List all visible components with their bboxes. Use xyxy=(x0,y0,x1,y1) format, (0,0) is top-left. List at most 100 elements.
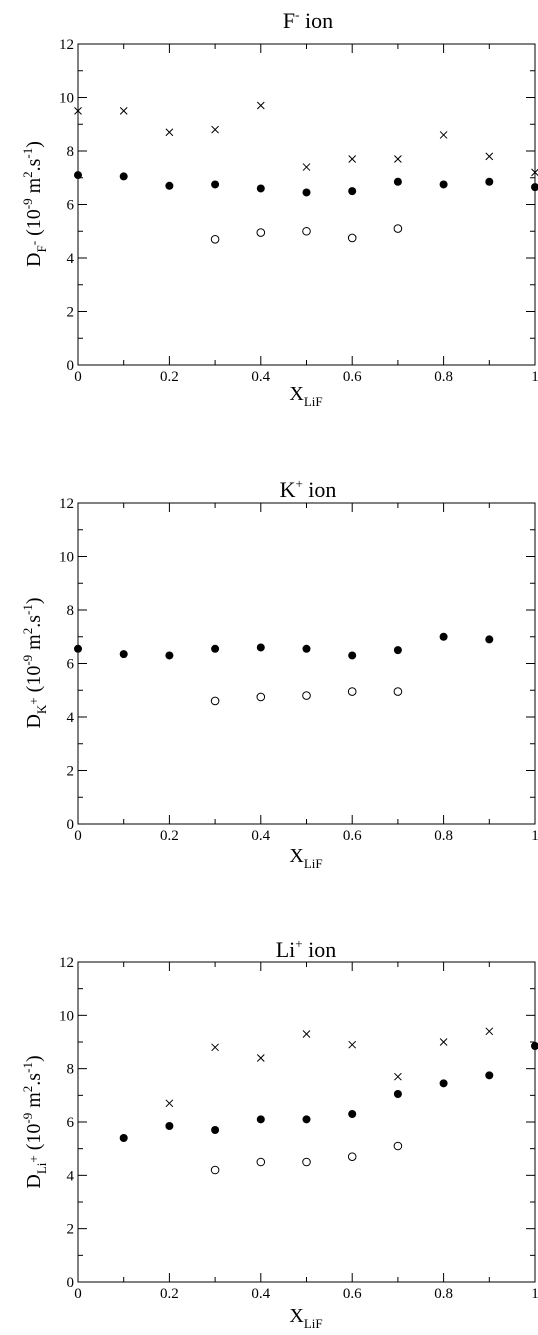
data-point-cross xyxy=(165,1099,174,1108)
data-point-open xyxy=(393,224,403,233)
y-axis-label: DLi+ (10-9 m2.s-1) xyxy=(20,1055,49,1188)
x-tick-label: 0.2 xyxy=(160,1286,179,1302)
y-tick-label: 6 xyxy=(67,657,75,673)
data-point-filled xyxy=(348,651,357,660)
data-point-filled xyxy=(211,180,220,189)
y-tick-label: 4 xyxy=(67,1168,75,1184)
x-tick-labels: 0 0.2 0.4 0.6 0.8 1 xyxy=(74,369,538,385)
data-point-open xyxy=(347,233,357,243)
data-point-filled xyxy=(439,180,448,189)
data-point-filled xyxy=(211,644,220,653)
x-tick-labels: 0 0.2 0.4 0.6 0.8 1 xyxy=(74,1286,538,1302)
data-point-filled xyxy=(165,651,174,660)
data-point-cross xyxy=(348,1040,357,1049)
data-point-filled xyxy=(256,1115,265,1124)
data-point-cross xyxy=(165,128,174,137)
data-point-filled xyxy=(302,644,311,653)
tick-marks xyxy=(77,502,536,825)
y-tick-label: 0 xyxy=(67,358,75,374)
panel-k-ion: K+ ion 0 0.2 0.4 0.6 0.8 1 0 2 4 6 8 10 12 XLiF DK+… xyxy=(20,476,538,871)
data-point-filled xyxy=(256,643,265,652)
data-point-filled xyxy=(302,1115,311,1124)
x-tick-label: 0 xyxy=(74,828,82,844)
y-tick-label: 12 xyxy=(59,37,74,53)
data-point-cross xyxy=(394,155,402,163)
data-point-cross xyxy=(531,168,538,177)
data-point-open xyxy=(210,1165,220,1175)
data-point-open xyxy=(256,1157,266,1167)
x-tick-label: 0.8 xyxy=(434,828,453,844)
data-point-open xyxy=(347,687,357,696)
data-points xyxy=(74,632,494,706)
data-point-open xyxy=(347,1152,357,1161)
data-point-filled xyxy=(485,177,494,186)
y-tick-label: 8 xyxy=(67,603,75,619)
data-point-cross xyxy=(302,163,311,171)
data-point-open xyxy=(256,228,266,237)
y-tick-labels: 0 2 4 6 8 10 12 xyxy=(59,955,75,1291)
data-point-open xyxy=(256,692,266,702)
x-tick-label: 0 xyxy=(74,1286,82,1302)
x-tick-label: 0.8 xyxy=(434,369,453,385)
x-tick-label: 0.4 xyxy=(251,1286,270,1302)
data-point-filled xyxy=(119,172,128,181)
x-tick-label: 0.6 xyxy=(343,1286,362,1302)
data-point-cross xyxy=(119,107,128,115)
data-point-cross xyxy=(256,101,265,110)
x-tick-label: 0 xyxy=(74,369,82,385)
data-point-filled xyxy=(256,184,265,193)
x-tick-label: 0.2 xyxy=(160,369,179,385)
data-point-open xyxy=(393,1141,403,1151)
tick-marks xyxy=(77,43,536,366)
data-point-open xyxy=(393,687,403,696)
data-point-open xyxy=(210,696,220,706)
y-tick-label: 8 xyxy=(67,144,75,160)
y-tick-label: 12 xyxy=(59,496,74,512)
data-point-filled xyxy=(439,632,448,641)
y-tick-label: 8 xyxy=(67,1062,75,1078)
y-tick-label: 2 xyxy=(67,1222,75,1238)
x-tick-label: 0.4 xyxy=(251,828,270,844)
chart-title: F- ion xyxy=(283,7,333,33)
y-tick-label: 2 xyxy=(67,305,75,321)
x-tick-label: 0.4 xyxy=(251,369,270,385)
data-point-filled xyxy=(119,650,128,659)
y-tick-label: 4 xyxy=(67,251,75,267)
data-points xyxy=(74,101,538,244)
data-point-open xyxy=(302,691,311,700)
data-point-filled xyxy=(531,1042,538,1050)
chart-title: Li+ ion xyxy=(276,936,337,962)
x-tick-label: 1 xyxy=(531,828,538,844)
data-point-open xyxy=(302,226,311,236)
data-point-filled xyxy=(393,646,402,655)
y-tick-label: 12 xyxy=(59,955,74,971)
y-tick-label: 6 xyxy=(67,198,75,214)
y-axis-label: DK+ (10-9 m2.s-1) xyxy=(20,597,49,728)
data-point-cross xyxy=(74,107,82,115)
data-point-filled xyxy=(302,188,311,197)
data-point-filled xyxy=(211,1126,220,1134)
y-tick-label: 4 xyxy=(67,710,75,726)
y-tick-label: 10 xyxy=(59,91,74,107)
y-tick-label: 10 xyxy=(59,550,74,566)
plot-frame xyxy=(77,43,536,366)
data-point-cross xyxy=(302,1030,311,1038)
data-point-filled xyxy=(531,183,538,192)
data-point-cross xyxy=(439,131,448,139)
x-tick-label: 0.6 xyxy=(343,828,362,844)
x-tick-label: 1 xyxy=(531,369,538,385)
x-axis-label: XLiF xyxy=(289,845,322,871)
data-point-filled xyxy=(485,635,494,644)
data-point-cross xyxy=(485,1027,494,1036)
plot-frame xyxy=(77,502,536,825)
y-tick-label: 2 xyxy=(67,764,75,780)
y-tick-label: 10 xyxy=(59,1008,74,1024)
data-point-cross xyxy=(211,125,219,134)
data-point-cross xyxy=(256,1054,265,1062)
x-tick-label: 0.2 xyxy=(160,828,179,844)
panel-f-ion: F- ion 0 0.2 0.4 0.6 0.8 1 0 2 4 6 8 10 12 XLiF DF-… xyxy=(20,7,538,409)
x-tick-label: 0.6 xyxy=(343,369,362,385)
data-point-filled xyxy=(165,1122,174,1130)
data-point-filled xyxy=(393,177,402,186)
